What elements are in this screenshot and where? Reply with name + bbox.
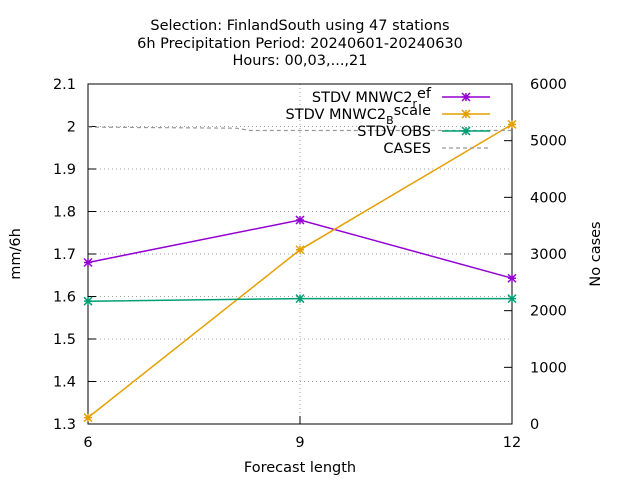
series-2-marker bbox=[83, 296, 93, 306]
y2-tick-label: 6000 bbox=[530, 77, 567, 93]
y-tick-label: 1.6 bbox=[53, 290, 76, 306]
y2-axis-label: No cases bbox=[588, 221, 604, 286]
chart-title: Selection: FinlandSouth using 47 station… bbox=[137, 18, 463, 69]
y-tick-label: 1.3 bbox=[53, 417, 76, 433]
y-tick-label: 2 bbox=[67, 120, 76, 136]
series-line-3 bbox=[87, 126, 512, 132]
y-tick-label: 1.4 bbox=[53, 375, 76, 391]
series-1-marker bbox=[295, 245, 305, 255]
y-axis-label: mm/6h bbox=[8, 228, 24, 280]
x-tick-label: 9 bbox=[295, 435, 304, 451]
legend-marker-1 bbox=[461, 109, 471, 119]
series-0-marker bbox=[507, 273, 517, 283]
y-tick-label: 2.1 bbox=[53, 77, 76, 93]
title-line-1: Selection: FinlandSouth using 47 station… bbox=[150, 18, 449, 34]
y2-tick-label: 1000 bbox=[530, 360, 567, 376]
legend-label-0: STDV MNWC2ref bbox=[312, 86, 432, 110]
y2-tick-label: 3000 bbox=[530, 247, 567, 263]
legend-marker-2 bbox=[461, 126, 471, 136]
y2-tick-label: 0 bbox=[530, 417, 539, 433]
plot-frame bbox=[87, 83, 513, 425]
y2-tick-label: 2000 bbox=[530, 304, 567, 320]
series-2-marker bbox=[295, 294, 305, 304]
gridlines bbox=[88, 84, 512, 424]
y-tick-label: 1.5 bbox=[53, 332, 76, 348]
series-0-marker bbox=[83, 257, 93, 268]
axes: 1.3 1.4 1.5 1.6 1.7 1.8 1.9 2 2.1 0 1000 2000 3000 40… bbox=[53, 77, 567, 451]
y-tick-label: 1.8 bbox=[53, 205, 76, 221]
series-2-marker bbox=[507, 294, 517, 304]
series-1-marker bbox=[507, 119, 517, 129]
series-1-marker bbox=[83, 413, 93, 423]
title-line-3: Hours: 00,03,...,21 bbox=[233, 53, 368, 69]
legend-label-3: CASES bbox=[383, 141, 431, 157]
y2-tick-label: 4000 bbox=[530, 190, 567, 206]
title-line-2: 6h Precipitation Period: 20240601-202406… bbox=[137, 36, 463, 52]
x-axis-label: Forecast length bbox=[244, 460, 356, 476]
x-tick-label: 12 bbox=[503, 435, 521, 451]
y-tick-label: 1.7 bbox=[53, 247, 76, 263]
legend-label-1: STDV MNWC2Bscale bbox=[286, 103, 432, 127]
legend-marker-0 bbox=[461, 92, 471, 102]
legend-label-2: STDV OBS bbox=[357, 124, 431, 140]
series-lines bbox=[83, 119, 517, 423]
series-0-marker bbox=[295, 215, 305, 225]
y2-tick-label: 5000 bbox=[530, 134, 567, 150]
y-tick-label: 1.9 bbox=[53, 162, 76, 178]
x-tick-label: 6 bbox=[83, 435, 92, 451]
